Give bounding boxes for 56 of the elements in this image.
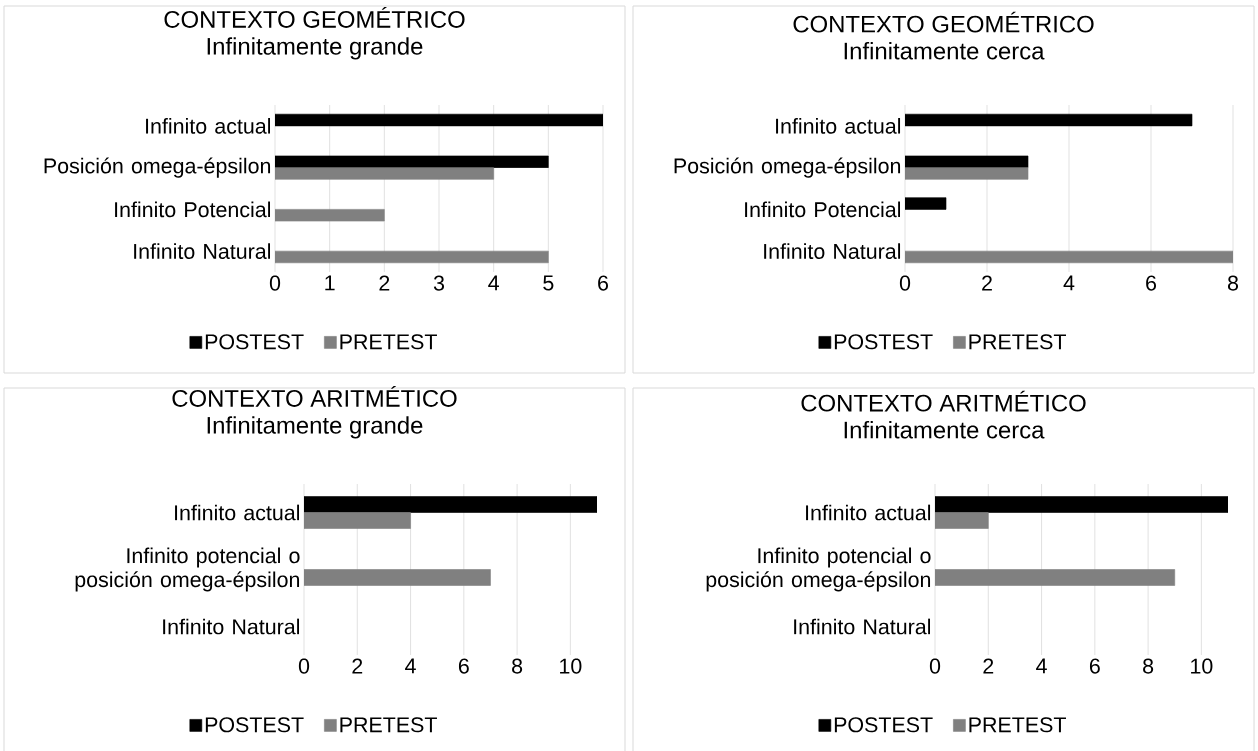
x-tick-label: 6 (1089, 658, 1100, 674)
x-tick-label: 2 (982, 275, 992, 291)
y-tick-label: Infinito actual (175, 504, 300, 521)
x-tick-label: 1 (325, 275, 335, 291)
x-tick-label: 6 (1146, 275, 1157, 291)
x-tick-label: 3 (433, 275, 445, 291)
bar (304, 496, 597, 513)
x-tick-label: 8 (512, 658, 523, 674)
x-tick-label: 2 (352, 658, 363, 674)
x-tick-label: 0 (269, 275, 281, 291)
legend-label: PRETEST (340, 334, 437, 350)
chart-title: CONTEXTO GEOMÉTRICO (164, 6, 465, 28)
x-tick-label: 6 (458, 658, 469, 674)
chart-title: CONTEXTO GEOMÉTRICO (793, 11, 1094, 33)
bar (935, 496, 1229, 513)
legend-label: POSTEST (205, 334, 304, 350)
y-tick-label: Posición omega-épsilon (674, 157, 901, 178)
x-tick-label: 4 (1063, 275, 1075, 291)
y-tick-label: Infinito Potencial (745, 201, 901, 218)
x-tick-label: 4 (405, 658, 416, 674)
legend-label: POSTEST (834, 717, 933, 733)
y-tick-label: Infinito Natural (764, 243, 901, 259)
y-tick-label: Infinito Potencial (115, 201, 271, 218)
legend-label: PRETEST (969, 334, 1066, 350)
x-tick-label: 10 (1191, 658, 1213, 674)
y-tick-label: Infinito actual (146, 118, 271, 134)
y-tick-label: Infinito Natural (134, 243, 271, 259)
x-tick-label: 5 (543, 275, 554, 291)
x-tick-label: 2 (379, 275, 390, 291)
chart-title: CONTEXTO ARITMÉTICO (172, 385, 457, 407)
x-tick-label: 10 (560, 658, 582, 674)
y-tick-label: Infinito potencial o posición omega-épsilon (75, 547, 300, 592)
legend-label: POSTEST (205, 717, 304, 733)
x-tick-label: 8 (1143, 658, 1154, 674)
y-tick-label: Infinito Natural (794, 618, 931, 635)
chart-subtitle: Infinitamente cerca (844, 41, 1045, 60)
legend-label: PRETEST (340, 717, 437, 733)
x-tick-label: 0 (298, 658, 310, 674)
chart-subtitle: Infinitamente grande (207, 416, 423, 439)
chart-subtitle: Infinitamente grande (207, 37, 423, 60)
y-tick-label: Infinito Natural (163, 618, 300, 635)
legend-label: PRETEST (969, 717, 1066, 733)
y-tick-label: Infinito potencial o posición omega-épsilon (706, 547, 931, 592)
x-tick-label: 4 (1036, 658, 1047, 674)
x-tick-label: 0 (899, 275, 911, 291)
y-tick-label: Infinito actual (776, 118, 901, 134)
x-tick-label: 6 (598, 275, 609, 291)
chart-subtitle: Infinitamente cerca (844, 420, 1045, 439)
x-tick-label: 0 (929, 658, 941, 674)
x-tick-label: 2 (983, 658, 994, 674)
chart-title: CONTEXTO ARITMÉTICO (801, 390, 1086, 412)
y-tick-label: Infinito actual (806, 504, 931, 521)
x-tick-label: 8 (1227, 275, 1239, 291)
x-tick-label: 4 (488, 275, 499, 291)
legend-label: POSTEST (834, 334, 933, 350)
y-tick-label: Posición omega-épsilon (44, 157, 271, 178)
